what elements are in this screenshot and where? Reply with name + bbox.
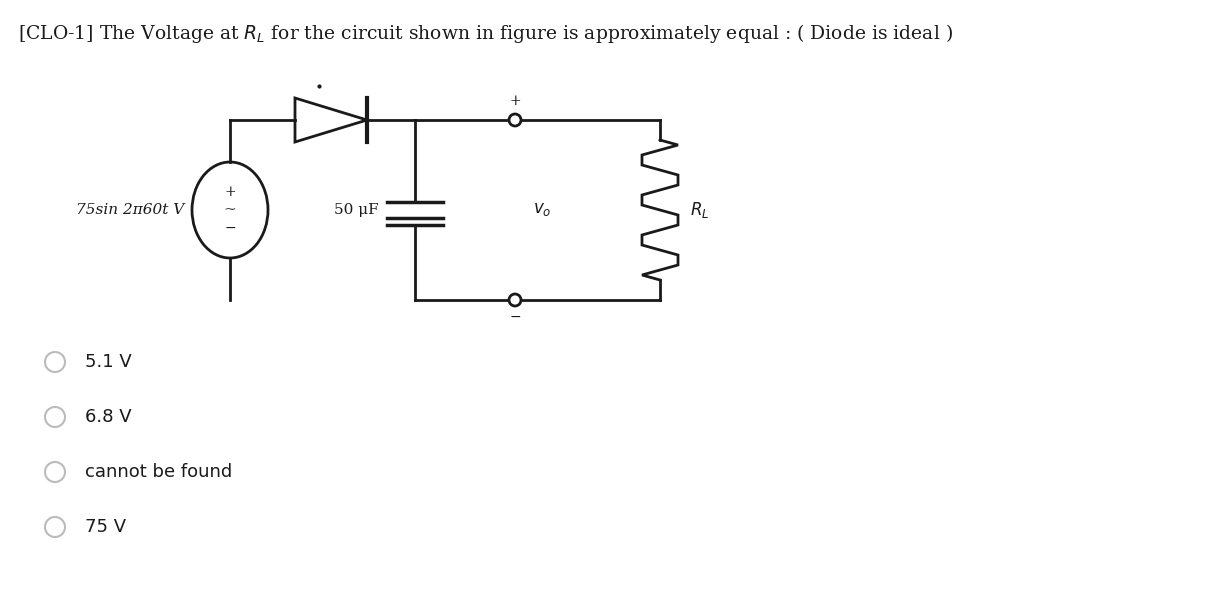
- Text: −: −: [509, 310, 521, 324]
- Text: ~: ~: [224, 203, 236, 217]
- Text: 75sin 2π60t V: 75sin 2π60t V: [75, 203, 184, 217]
- Text: 6.8 V: 6.8 V: [85, 408, 132, 426]
- Circle shape: [509, 294, 521, 306]
- Text: +: +: [509, 94, 521, 108]
- Text: 50 μF: 50 μF: [335, 203, 379, 217]
- Text: +: +: [224, 185, 236, 199]
- Text: cannot be found: cannot be found: [85, 463, 233, 481]
- Text: [CLO-1] The Voltage at $R_L$ for the circuit shown in figure is approximately eq: [CLO-1] The Voltage at $R_L$ for the cir…: [18, 22, 953, 45]
- Circle shape: [509, 114, 521, 126]
- Text: 75 V: 75 V: [85, 518, 126, 536]
- Text: $R_L$: $R_L$: [690, 200, 709, 220]
- Text: $v_o$: $v_o$: [533, 202, 551, 218]
- Text: 5.1 V: 5.1 V: [85, 353, 132, 371]
- Text: −: −: [224, 221, 236, 235]
